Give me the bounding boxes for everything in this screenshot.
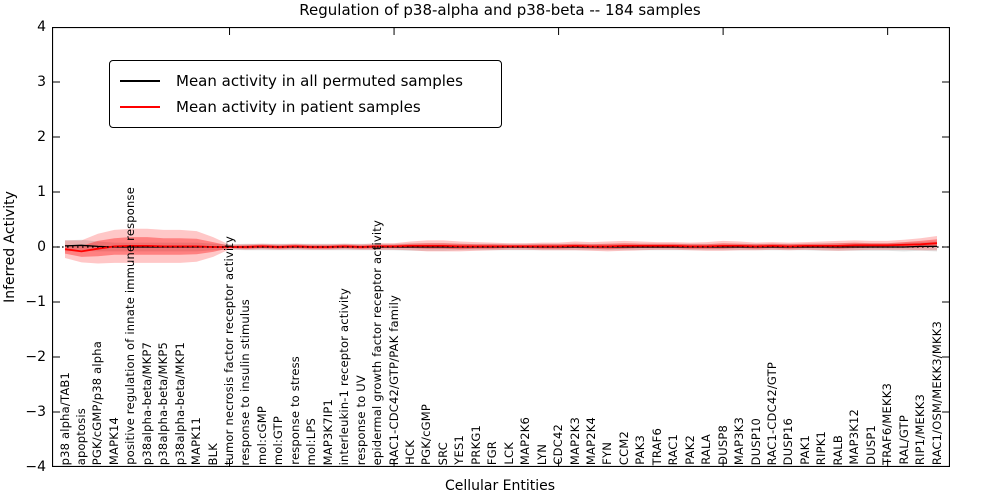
x-tick-label: PGK/cGMP/p38 alpha <box>90 340 105 465</box>
x-tick-label: epidermal growth factor receptor activit… <box>370 219 385 465</box>
x-tick-label: apoptosis <box>73 407 88 465</box>
x-tick-label: PGK/cGMP <box>419 404 434 465</box>
x-tick-label: p38alpha-beta/MKP5 <box>156 341 171 465</box>
x-tick-label: p38 alpha/TAB1 <box>57 371 72 465</box>
x-tick-label: tumor necrosis factor receptor activity <box>222 235 237 465</box>
y-tick-label: −1 <box>25 294 46 310</box>
x-tick-label: DUSP16 <box>781 417 796 465</box>
x-tick-label: MAP2K6 <box>518 416 533 465</box>
y-tick-label: −3 <box>25 404 46 420</box>
x-tick-label: RAC1-CDC42/GTP/PAK family <box>386 294 401 465</box>
x-tick-label: TRAF6 <box>649 427 664 465</box>
x-tick-label: FGR <box>485 440 500 465</box>
y-tick-label: 3 <box>37 74 46 90</box>
x-tick-label: mol:GTP <box>271 415 286 465</box>
plot-svg <box>52 27 950 467</box>
x-tick-label: interleukin-1 receptor activity <box>337 287 352 465</box>
x-tick-label: MAP2K3 <box>567 416 582 465</box>
x-tick-label: p38alpha-beta/MKP7 <box>139 341 154 465</box>
x-axis-label: Cellular Entities <box>444 478 556 494</box>
x-tick-label: FYN <box>600 442 615 465</box>
x-tick-label: MAPK14 <box>106 416 121 465</box>
x-tick-label: mol:LPS <box>304 417 319 465</box>
x-tick-label: YES1 <box>452 435 467 465</box>
x-tick-label: RALB <box>830 434 845 466</box>
x-tick-label: response to insulin stimulus <box>238 298 253 465</box>
legend-item-patient: Mean activity in patient samples <box>120 94 463 120</box>
y-tick-label: 0 <box>37 239 46 255</box>
x-tick-label: RAC1-CDC42/GTP <box>764 361 779 465</box>
x-tick-label: LCK <box>501 442 516 465</box>
y-tick-label: −2 <box>25 349 46 365</box>
x-tick-label: CDC42 <box>551 424 566 465</box>
x-tick-label: MAP3K12 <box>847 409 862 465</box>
x-tick-label: MAP3K7IP1 <box>320 398 335 465</box>
patient-mean-line <box>64 242 938 253</box>
axes-frame <box>52 27 950 467</box>
x-tick-label: HCK <box>403 440 417 465</box>
x-tick-label: RIPK1 <box>814 430 829 465</box>
y-tick-label: 2 <box>37 129 46 145</box>
permuted-line-sample-icon <box>120 80 160 82</box>
x-tick-label: PAK2 <box>682 435 697 465</box>
x-tick-label: DUSP1 <box>863 425 878 465</box>
x-tick-label: response to stress <box>287 356 302 465</box>
x-tick-label: mol:cGMP <box>254 406 269 465</box>
legend-item-permuted: Mean activity in all permuted samples <box>120 68 463 94</box>
x-tick-label: PAK1 <box>797 435 812 465</box>
y-tick-label: 4 <box>37 19 46 35</box>
x-tick-label: DUSP8 <box>715 425 730 465</box>
plot-area: Mean activity in all permuted samples Me… <box>52 27 950 467</box>
x-tick-label: TRAF6/MEKK3 <box>880 382 895 465</box>
x-tick-label: PAK3 <box>633 435 648 465</box>
x-tick-label: LYN <box>534 443 549 465</box>
x-tick-label: MAP3K3 <box>732 416 747 465</box>
x-tick-label: PRKG1 <box>468 425 483 465</box>
x-tick-label: MAP2K4 <box>583 416 598 465</box>
legend: Mean activity in all permuted samples Me… <box>109 60 502 128</box>
x-tick-label: positive regulation of innate immune res… <box>123 187 138 465</box>
y-tick-label: −4 <box>25 459 46 475</box>
x-tick-label: RIP1/MEKK3 <box>913 393 928 465</box>
y-tick-label: 1 <box>37 184 46 200</box>
x-tick-label: DUSP10 <box>748 417 763 465</box>
legend-label-patient: Mean activity in patient samples <box>176 98 421 116</box>
x-tick-label: CCM2 <box>616 430 631 465</box>
x-tick-label: SRC <box>435 441 450 465</box>
x-tick-label: response to UV <box>353 374 368 465</box>
x-tick-label: BLK <box>205 442 220 465</box>
x-tick-label: MAPK11 <box>189 416 204 465</box>
patient-line-sample-icon <box>120 106 160 108</box>
x-tick-label: p38alpha-beta/MKP1 <box>172 341 187 465</box>
x-tick-label: RALA <box>699 434 714 465</box>
x-tick-label: RAC1 <box>666 433 681 465</box>
chart-title: Regulation of p38-alpha and p38-beta -- … <box>299 1 701 19</box>
x-tick-label: RAL/GTP <box>896 415 911 465</box>
x-tick-label: RAC1/OSM/MEKK3/MKK3 <box>929 320 944 465</box>
legend-label-permuted: Mean activity in all permuted samples <box>176 72 463 90</box>
